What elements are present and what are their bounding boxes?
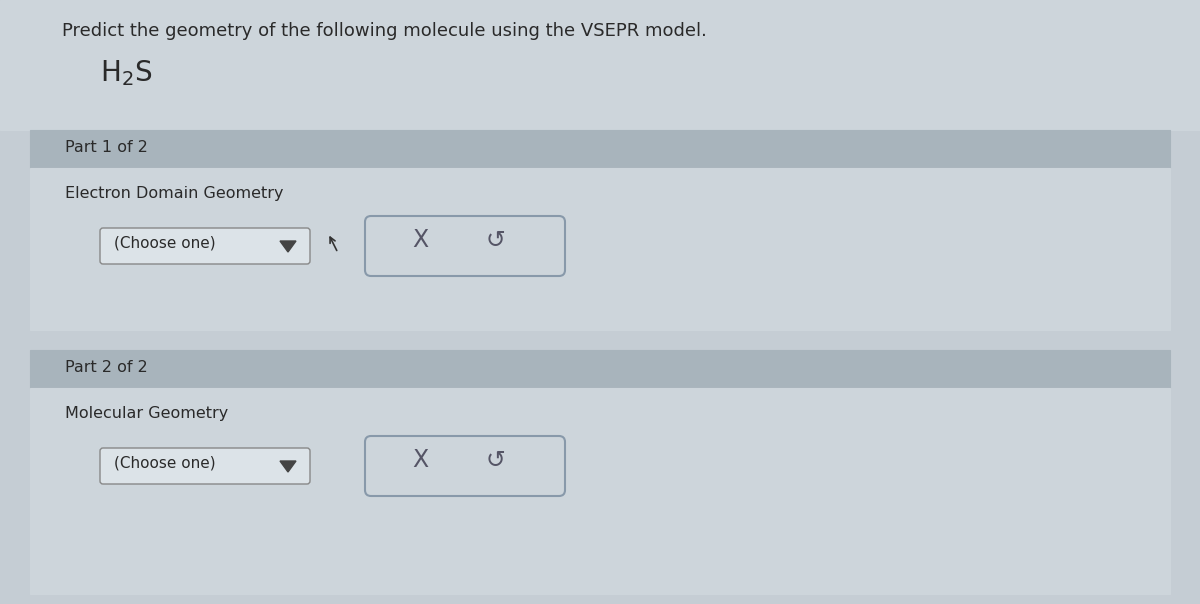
- Text: ↺: ↺: [485, 228, 505, 252]
- Text: Electron Domain Geometry: Electron Domain Geometry: [65, 186, 283, 201]
- Bar: [30, 350, 1170, 388]
- FancyBboxPatch shape: [100, 448, 310, 484]
- Bar: [30, 388, 1170, 594]
- Text: Predict the geometry of the following molecule using the VSEPR model.: Predict the geometry of the following mo…: [62, 22, 707, 40]
- Text: (Choose one): (Choose one): [114, 236, 216, 251]
- Polygon shape: [280, 461, 296, 472]
- Text: Part 1 of 2: Part 1 of 2: [65, 140, 148, 155]
- Polygon shape: [280, 241, 296, 252]
- Text: Part 2 of 2: Part 2 of 2: [65, 360, 148, 375]
- Bar: [0, 330, 1200, 350]
- Text: $\mathregular{H_2S}$: $\mathregular{H_2S}$: [100, 58, 152, 88]
- FancyBboxPatch shape: [365, 436, 565, 496]
- Text: X: X: [412, 448, 428, 472]
- Bar: [0, 0, 1200, 130]
- Bar: [30, 168, 1170, 330]
- FancyBboxPatch shape: [100, 228, 310, 264]
- Text: X: X: [412, 228, 428, 252]
- Text: Molecular Geometry: Molecular Geometry: [65, 406, 228, 421]
- Text: ↺: ↺: [485, 448, 505, 472]
- Bar: [30, 130, 1170, 168]
- Text: (Choose one): (Choose one): [114, 456, 216, 471]
- FancyBboxPatch shape: [365, 216, 565, 276]
